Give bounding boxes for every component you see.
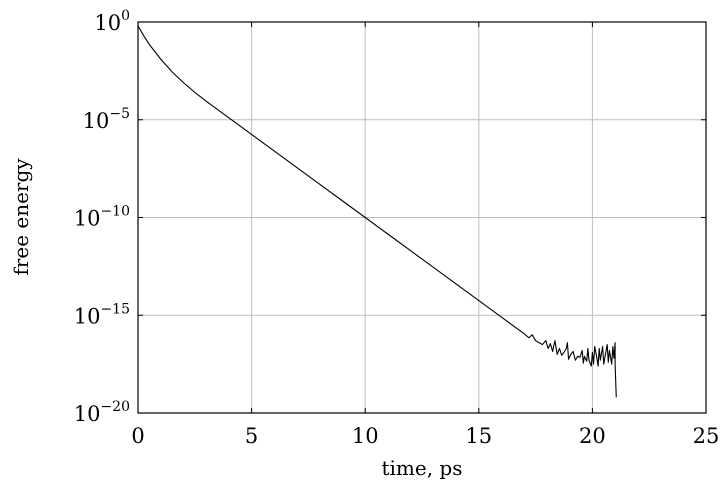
x-tick-labels: 0 5 10 15 20 25 <box>131 424 719 448</box>
x-tick-label: 5 <box>245 424 258 448</box>
y-tick-label: 100 <box>94 8 130 35</box>
y-tick-base: 10 <box>74 304 101 328</box>
y-tick-exponent: −20 <box>100 399 130 415</box>
x-tick-label: 0 <box>131 424 144 448</box>
series-line <box>137 25 617 398</box>
y-axis-label: free energy <box>9 158 33 276</box>
y-tick-exponent: −10 <box>100 204 130 220</box>
y-tick-label: 10−5 <box>83 106 130 133</box>
series-layer <box>137 25 617 398</box>
x-tick-label: 15 <box>465 424 492 448</box>
y-tick-base: 10 <box>83 109 110 133</box>
y-tick-label: 10−15 <box>74 301 130 328</box>
y-tick-base: 10 <box>94 11 121 35</box>
grid <box>138 22 706 413</box>
x-tick-label: 20 <box>579 424 606 448</box>
y-tick-exponent: 0 <box>121 8 130 24</box>
y-tick-label: 10−10 <box>74 204 130 231</box>
x-axis-label: time, ps <box>381 456 462 480</box>
y-tick-exponent: −15 <box>100 301 130 317</box>
y-tick-exponent: −5 <box>109 106 130 122</box>
y-tick-base: 10 <box>74 207 101 231</box>
x-tick-label: 10 <box>352 424 379 448</box>
x-tick-label: 25 <box>693 424 720 448</box>
y-tick-label: 10−20 <box>74 399 130 426</box>
y-tick-base: 10 <box>74 402 101 426</box>
ticks <box>137 21 707 414</box>
